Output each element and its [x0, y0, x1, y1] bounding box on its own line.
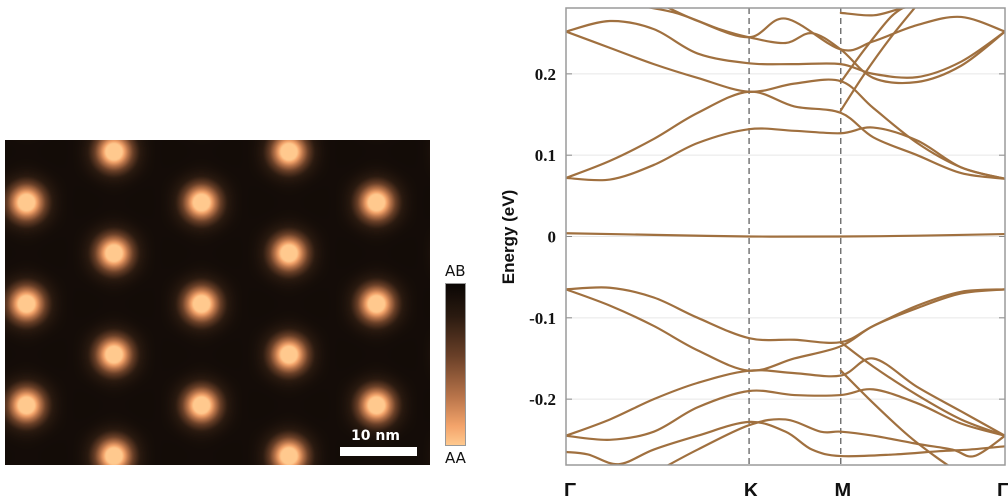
band-c7	[839, 8, 916, 112]
x-tick-label: Γ	[997, 480, 1008, 496]
band-v3	[566, 357, 1005, 437]
moire-pattern-image	[5, 140, 430, 465]
band-c1	[566, 126, 1005, 182]
y-tick-label: 0	[548, 228, 557, 247]
band-c3	[566, 30, 1005, 180]
band-c8	[839, 8, 905, 84]
y-tick-label: 0.1	[535, 146, 556, 165]
y-axis-label: Energy (eV)	[499, 190, 518, 284]
plot-frame	[565, 7, 1006, 466]
band-flat	[566, 232, 1005, 238]
scalebar	[340, 447, 417, 456]
band-v6	[666, 418, 1005, 465]
y-tick-labels: 0.2 0.1 0 -0.1 -0.2	[529, 65, 556, 409]
band-v5	[566, 420, 1005, 465]
colorbar	[445, 283, 466, 446]
band-c4	[566, 19, 1005, 79]
band-c6	[666, 8, 1005, 52]
y-tick-label: 0.2	[535, 65, 556, 84]
band-v8	[839, 341, 1005, 437]
band-v7	[839, 369, 950, 465]
band-c2	[566, 90, 1005, 180]
x-tick-label: K	[744, 480, 759, 496]
scalebar-label: 10 nm	[351, 428, 400, 444]
y-tick-label: -0.2	[529, 390, 556, 409]
x-tick-label: Γ	[564, 480, 576, 496]
colorbar-top-label: AB	[445, 262, 466, 280]
colorbar-bottom-label: AA	[445, 449, 466, 467]
band-series	[566, 8, 1005, 465]
band-v4	[566, 388, 1005, 441]
y-tick-label: -0.1	[529, 309, 556, 328]
high-symmetry-lines	[748, 8, 842, 465]
band-v2	[566, 288, 1005, 372]
band-c9	[839, 8, 908, 17]
band-v1	[566, 286, 1005, 344]
x-tick-label: M	[834, 480, 851, 496]
